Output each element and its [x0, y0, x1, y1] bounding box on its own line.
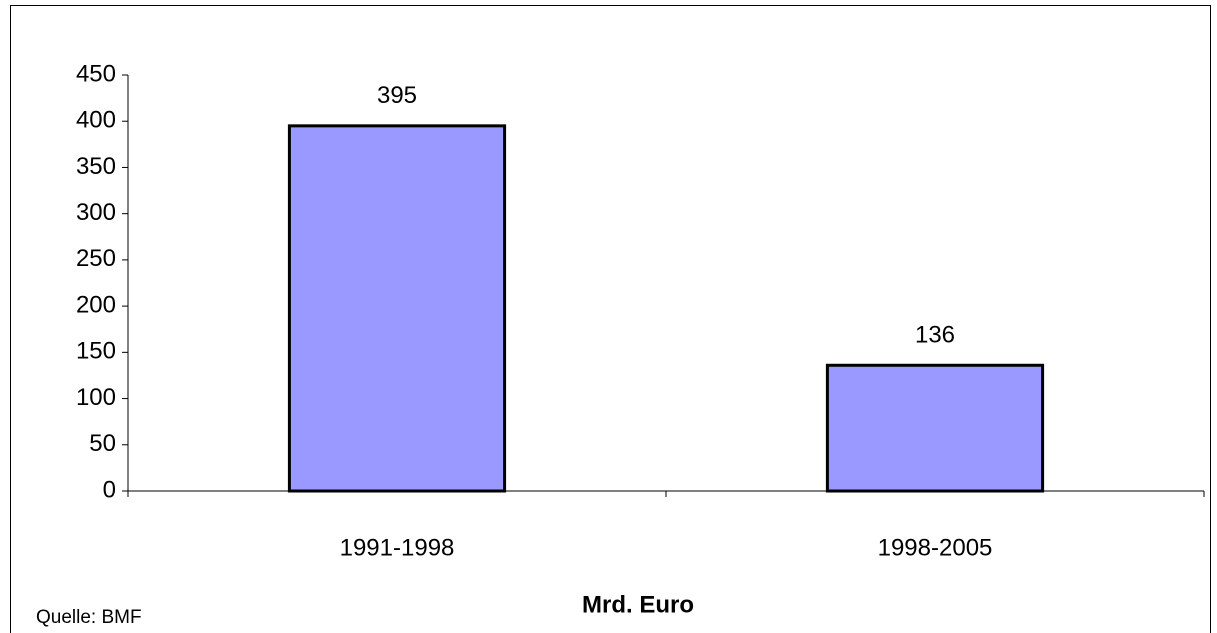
y-tick-label: 300 — [76, 199, 116, 226]
y-tick-label: 250 — [76, 245, 116, 272]
y-tick-label: 150 — [76, 338, 116, 365]
data-label: 395 — [377, 82, 417, 109]
source-note: Quelle: BMF — [36, 607, 142, 628]
bar — [825, 363, 1045, 493]
y-tick-label: 0 — [103, 476, 116, 503]
y-tick-label: 50 — [89, 430, 116, 457]
y-tick-label: 450 — [76, 60, 116, 87]
bar — [287, 124, 507, 493]
y-tick-label: 200 — [76, 291, 116, 318]
x-axis-label: Mrd. Euro — [582, 591, 694, 618]
chart-border — [10, 5, 1211, 633]
y-tick-label: 100 — [76, 384, 116, 411]
x-tick-label: 1991-1998 — [340, 534, 455, 561]
x-tick-label: 1998-2005 — [878, 534, 993, 561]
y-tick-label: 350 — [76, 153, 116, 180]
y-tick-label: 400 — [76, 107, 116, 134]
data-label: 136 — [915, 322, 955, 349]
